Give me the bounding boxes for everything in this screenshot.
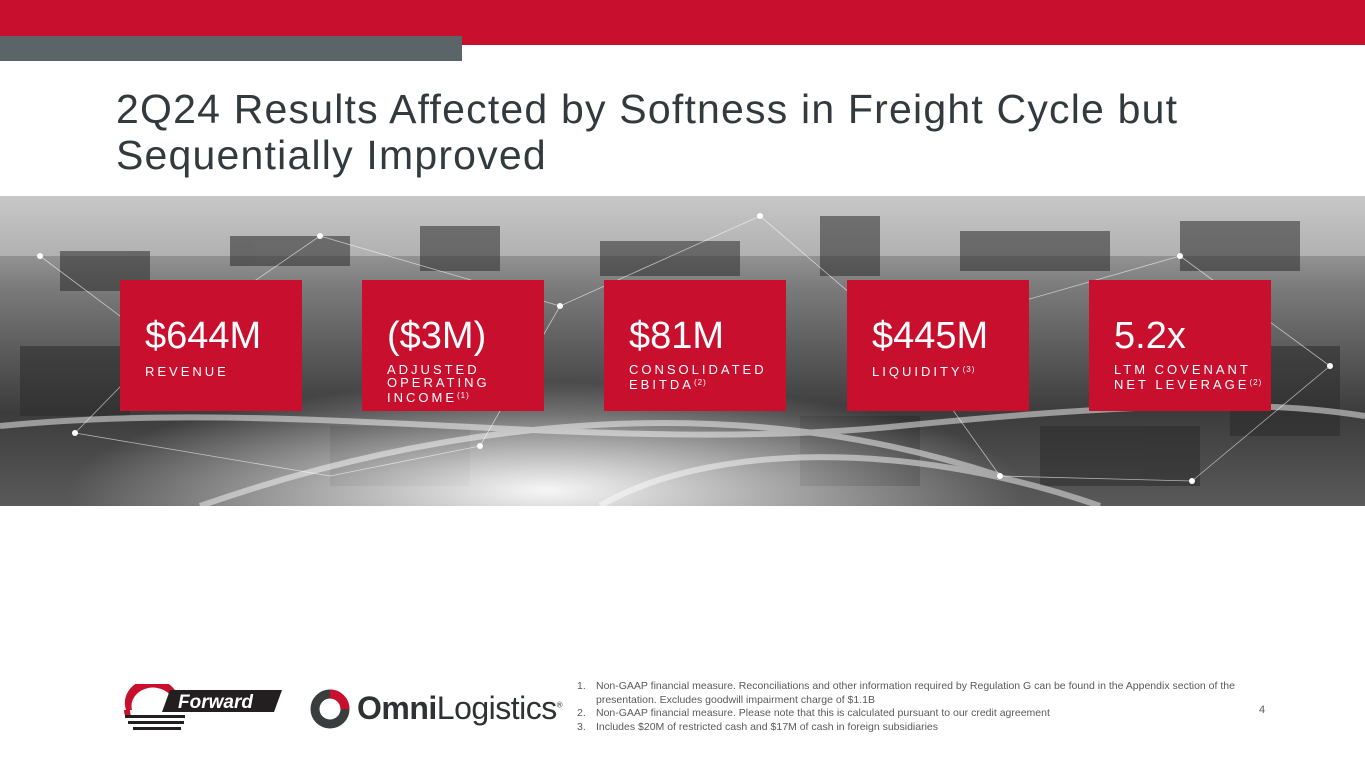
kpi-value: $445M xyxy=(872,315,989,357)
forward-tm: ™ xyxy=(277,690,282,696)
footnote-2: 2. Non-GAAP financial measure. Please not… xyxy=(577,707,1050,719)
kpi-value: 5.2x xyxy=(1114,315,1186,357)
kpi-card-liquidity: $445M LIQUIDITY(3) xyxy=(847,280,1029,411)
forward-logo: Forward ™ xyxy=(122,678,287,736)
kpi-card-consolidated-ebitda: $81M CONSOLIDATED EBITDA(2) xyxy=(604,280,786,411)
footnotes: 1. Non-GAAP financial measure. Reconcilia… xyxy=(577,680,1237,734)
kpi-value: ($3M) xyxy=(387,315,487,357)
omni-logo-mark xyxy=(310,689,350,729)
page-number: 4 xyxy=(1259,704,1266,716)
kpi-label: REVENUE xyxy=(145,364,229,379)
kpi-card-adjusted-operating-income: ($3M) ADJUSTED OPERATING INCOME(1) xyxy=(362,280,544,411)
forward-wordmark: Forward xyxy=(178,692,253,713)
kpi-card-net-leverage: 5.2x LTM COVENANT NET LEVERAGE(2) xyxy=(1089,280,1271,411)
footnote-3: 3. Includes $20M of restricted cash and $… xyxy=(577,720,939,733)
city-network-banner: $644M REVENUE ($3M) ADJUSTED OPERATING I… xyxy=(0,196,1365,506)
kpi-card-revenue: $644M REVENUE xyxy=(120,280,302,411)
kpi-label: LTM COVENANT NET LEVERAGE(2) xyxy=(1114,362,1263,392)
kpi-value: $81M xyxy=(629,315,725,357)
kpi-value: $644M xyxy=(145,315,262,357)
omni-logistics-logo: OmniLogistics® xyxy=(309,684,563,734)
footnote-1: 1. Non-GAAP financial measure. Reconcilia… xyxy=(577,680,1235,706)
kpi-label: LIQUIDITY(3) xyxy=(872,364,976,379)
kpi-label: CONSOLIDATED EBITDA(2) xyxy=(629,362,767,392)
kpi-label: ADJUSTED OPERATING INCOME(1) xyxy=(387,362,490,405)
header-gray-bar xyxy=(0,36,462,61)
slide-title: 2Q24 Results Affected by Softness in Fre… xyxy=(116,86,1179,178)
forward-logo-mark: Forward ™ xyxy=(124,678,282,730)
omni-wordmark: OmniLogistics® xyxy=(357,690,563,726)
